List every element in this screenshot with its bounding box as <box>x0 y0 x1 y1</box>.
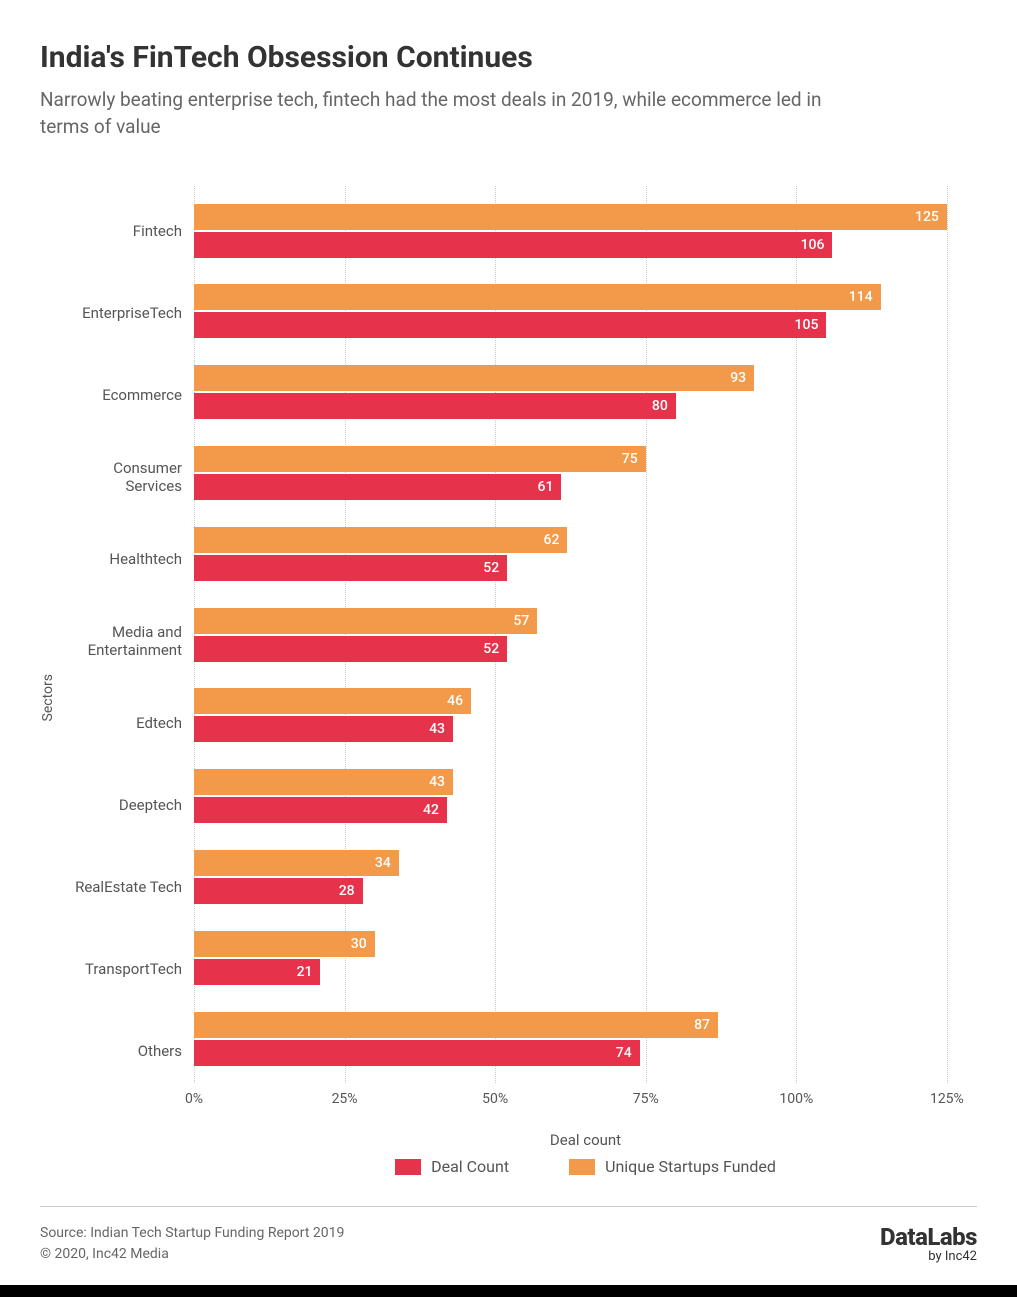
y-axis-category-label: Fintech <box>64 190 194 272</box>
brand-sub: by Inc42 <box>880 1249 977 1264</box>
bar-value-label: 52 <box>483 641 499 657</box>
x-axis-tick-label: 0% <box>185 1091 203 1107</box>
bar-group: 30 21 <box>194 917 977 998</box>
y-axis-category-label: Healthtech <box>64 518 194 600</box>
legend: Deal Count Unique Startups Funded <box>194 1157 977 1176</box>
bar-value-label: 114 <box>849 289 873 305</box>
bar: 30 <box>194 931 375 957</box>
bar: 74 <box>194 1040 640 1066</box>
bar: 62 <box>194 527 567 553</box>
bar: 43 <box>194 769 453 795</box>
bars-area: 1251061141059380756162525752464343423428… <box>194 190 977 1079</box>
x-axis-label: Deal count <box>194 1131 977 1149</box>
bar: 52 <box>194 636 507 662</box>
bar: 52 <box>194 555 507 581</box>
source-text: Source: Indian Tech Startup Funding Repo… <box>40 1223 344 1244</box>
bar-value-label: 105 <box>795 317 819 333</box>
bar-value-label: 75 <box>622 451 638 467</box>
bar-value-label: 46 <box>447 693 463 709</box>
legend-item: Unique Startups Funded <box>569 1157 776 1176</box>
bar-group: 62 52 <box>194 513 977 594</box>
copyright-text: © 2020, Inc42 Media <box>40 1244 344 1265</box>
bar-value-label: 87 <box>694 1017 710 1033</box>
bar: 42 <box>194 797 447 823</box>
bar: 93 <box>194 365 754 391</box>
bar: 125 <box>194 204 947 230</box>
y-axis-category-label: Edtech <box>64 682 194 764</box>
x-axis-tick-label: 25% <box>332 1091 358 1107</box>
bar-group: 87 74 <box>194 998 977 1079</box>
y-axis-category-label: Deeptech <box>64 764 194 846</box>
y-axis-category-label: TransportTech <box>64 928 194 1010</box>
y-axis-category-label: Ecommerce <box>64 354 194 436</box>
legend-swatch <box>569 1159 595 1175</box>
x-axis-tick-label: 50% <box>482 1091 508 1107</box>
bar-value-label: 62 <box>544 532 560 548</box>
bar-value-label: 28 <box>339 883 355 899</box>
bar: 34 <box>194 850 399 876</box>
x-axis-tick-label: 75% <box>633 1091 659 1107</box>
bar-value-label: 93 <box>730 370 746 386</box>
bar-value-label: 42 <box>423 802 439 818</box>
bar-value-label: 61 <box>537 479 553 495</box>
bar-value-label: 125 <box>915 209 939 225</box>
y-axis-category-label: Consumer Services <box>64 436 194 518</box>
y-axis-category-label: Media and Entertainment <box>64 600 194 682</box>
y-axis-label: Sectors <box>40 674 56 721</box>
bar-value-label: 21 <box>297 964 313 980</box>
legend-item: Deal Count <box>395 1157 509 1176</box>
brand-main: DataLabs <box>880 1223 977 1251</box>
bar: 106 <box>194 232 832 258</box>
bar: 21 <box>194 959 320 985</box>
bar: 80 <box>194 393 676 419</box>
y-axis-category-label: RealEstate Tech <box>64 846 194 928</box>
bar: 75 <box>194 446 646 472</box>
bar-value-label: 80 <box>652 398 668 414</box>
bar: 43 <box>194 716 453 742</box>
x-axis-tick-label: 100% <box>779 1091 813 1107</box>
bar-value-label: 30 <box>351 936 367 952</box>
y-axis-category-label: Others <box>64 1010 194 1092</box>
x-axis-tick-label: 125% <box>930 1091 964 1107</box>
bar-group: 57 52 <box>194 594 977 675</box>
bar-value-label: 52 <box>483 560 499 576</box>
legend-label: Deal Count <box>431 1157 509 1176</box>
bar-group: 4643 <box>194 675 977 756</box>
bar-value-label: 106 <box>801 237 825 253</box>
bar: 105 <box>194 312 826 338</box>
x-axis: 0%25%50%75%100%125% <box>194 1085 977 1125</box>
chart-area: Sectors FintechEnterpriseTechEcommerceCo… <box>40 190 977 1206</box>
bar: 46 <box>194 688 471 714</box>
bar-value-label: 43 <box>429 774 445 790</box>
bar-value-label: 57 <box>513 613 529 629</box>
legend-label: Unique Startups Funded <box>605 1157 776 1176</box>
y-axis-category-label: EnterpriseTech <box>64 272 194 354</box>
bar-value-label: 74 <box>616 1045 632 1061</box>
bar: 87 <box>194 1012 718 1038</box>
bar: 28 <box>194 878 363 904</box>
bar-group: 43 42 <box>194 756 977 837</box>
bar-group: 93 80 <box>194 352 977 433</box>
bar-group: 75 61 <box>194 433 977 514</box>
bar-value-label: 43 <box>429 721 445 737</box>
chart-subtitle: Narrowly beating enterprise tech, fintec… <box>40 87 860 140</box>
bar-value-label: 34 <box>375 855 391 871</box>
chart-container: India's FinTech Obsession Continues Narr… <box>0 0 1017 1297</box>
plot-area: 1251061141059380756162525752464343423428… <box>194 190 977 1079</box>
bar-group: 34 28 <box>194 837 977 918</box>
bar-group: 125 106 <box>194 190 977 271</box>
y-axis-labels: FintechEnterpriseTechEcommerceConsumer S… <box>64 190 194 1206</box>
bar: 61 <box>194 474 561 500</box>
chart-title: India's FinTech Obsession Continues <box>40 40 977 75</box>
bar-group: 114 105 <box>194 271 977 352</box>
bar: 57 <box>194 608 537 634</box>
bottom-bar <box>0 1285 1017 1297</box>
legend-swatch <box>395 1159 421 1175</box>
bar: 114 <box>194 284 881 310</box>
footer-left: Source: Indian Tech Startup Funding Repo… <box>40 1223 344 1265</box>
brand: DataLabs by Inc42 <box>880 1223 977 1264</box>
footer: Source: Indian Tech Startup Funding Repo… <box>40 1206 977 1277</box>
